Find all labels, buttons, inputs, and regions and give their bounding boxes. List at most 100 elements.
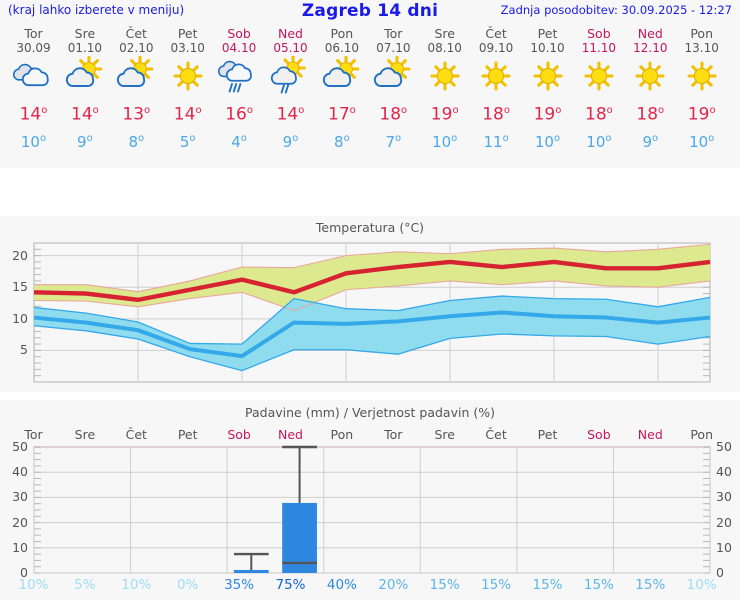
max-temperature: 13o [122,104,151,125]
precipitation-probability: 75% [275,577,306,593]
min-temperature: 9o [642,132,659,151]
day-name: Pon [330,26,354,41]
weather-icon-sunny [625,56,676,98]
section-divider-2 [0,392,740,400]
precip-day-label: Tor [384,427,403,442]
max-temperature: 14o [19,104,48,125]
min-temperature: 8o [128,132,145,151]
min-temperature: 7o [385,132,402,151]
max-temperature: 14o [276,104,305,125]
day-date: 04.10 [221,41,257,55]
temp-y-axis-label: 5 [20,342,28,358]
precipitation-probability: 20% [378,577,409,593]
temp-y-axis-label: 10 [12,310,28,326]
section-divider [0,168,740,216]
daily-forecast-strip: Tor 30.09 14o 10o Sre 01.10 14o 9o Čet 02.10 13… [0,26,740,168]
day-date: 13.10 [684,41,719,55]
precipitation-chart-section: Padavine (mm) / Verjetnost padavin (%) T… [0,400,740,600]
min-temperature: 5o [179,132,196,151]
precipitation-probability: 15% [583,577,614,593]
precipitation-probability: 5% [74,577,96,593]
day-column[interactable]: Ned 12.10 18o 9o [625,26,676,153]
day-column[interactable]: Pon 06.10 17o 8o [316,26,367,153]
precipitation-chart-plot [0,400,740,600]
day-column[interactable]: Tor 07.10 18o 7o [368,26,419,153]
precip-day-label: Sob [587,427,611,442]
min-temperature: 11o [483,132,509,151]
precipitation-probability: 40% [326,577,357,593]
day-column[interactable]: Ned 05.10 14o 9o [265,26,316,153]
precip-y-axis-label-right: 40 [716,464,732,480]
precip-day-label: Čet [125,427,147,442]
day-column[interactable]: Sob 04.10 16o 4o [214,26,265,153]
day-column[interactable]: Sre 08.10 19o 10o [419,26,470,153]
precipitation-svg [33,445,711,574]
precip-y-axis-label-left: 10 [12,539,28,555]
precipitation-probability: 10% [121,577,152,593]
day-name: Tor [384,26,403,41]
min-temperature: 8o [334,132,350,151]
location-hint: (kraj lahko izberete v meniju) [8,3,185,17]
day-name: Sob [587,26,611,41]
weather-icon-sunny [573,56,624,98]
precip-day-label: Sre [74,427,96,442]
precip-y-axis-label-left: 40 [12,464,28,480]
day-name: Sre [74,26,96,41]
precip-day-label: Pet [177,427,198,442]
max-temperature: 18o [482,104,510,125]
day-column[interactable]: Sob 11.10 18o 10o [573,26,624,153]
day-column[interactable]: Čet 02.10 13o 8o [111,26,162,153]
min-temperature: 10o [586,132,612,151]
max-temperature: 18o [585,104,613,125]
min-temperature: 10o [20,132,47,151]
day-column[interactable]: Sre 01.10 14o 9o [59,26,110,153]
precip-day-label: Sre [434,427,455,442]
min-temperature: 10o [689,132,715,151]
min-temperature: 10o [432,132,458,151]
precip-y-axis-label-left: 50 [12,439,28,454]
day-column[interactable]: Čet 09.10 18o 11o [471,26,522,153]
day-column[interactable]: Pon 13.10 19o 10o [676,26,727,153]
precipitation-probability: 15% [635,577,666,593]
min-temperature: 9o [282,132,299,151]
day-column[interactable]: Pet 03.10 14o 5o [162,26,213,153]
precip-y-axis-label-right: 20 [716,514,732,530]
day-date: 08.10 [427,41,462,55]
temperature-svg [33,242,711,383]
temp-y-axis-label: 15 [12,279,28,295]
precip-y-axis-label-right: 30 [716,489,732,505]
precipitation-probability: 10% [686,577,717,593]
precip-day-label: Ned [278,427,303,442]
last-update-text: Zadnja posodobitev: 30.09.2025 - 12:27 [500,3,732,17]
day-name: Pet [537,26,558,41]
temperature-chart-title: Temperatura (°C) [315,220,425,235]
day-name: Tor [24,26,43,41]
weather-icon-partly-sunny [111,56,162,98]
precip-day-label: Pet [537,427,558,442]
day-date: 10.10 [530,41,565,55]
day-date: 03.10 [170,41,205,55]
precipitation-probability: 15% [532,577,563,593]
day-date: 05.10 [273,41,308,55]
weather-icon-sun-rain [265,56,316,98]
precipitation-probability: 0% [176,577,199,593]
weather-icon-partly-sunny [59,56,110,98]
day-date: 01.10 [67,41,103,55]
day-date: 30.09 [16,41,51,55]
day-column[interactable]: Tor 30.09 14o 10o [8,26,59,153]
weather-icon-sunny [419,56,470,98]
max-temperature: 16o [225,104,253,125]
day-date: 06.10 [324,41,360,55]
day-column[interactable]: Pet 10.10 19o 10o [522,26,573,153]
min-temperature: 4o [231,132,247,151]
precipitation-probability: 15% [429,577,460,593]
page-header: (kraj lahko izberete v meniju) Zagreb 14… [0,0,740,24]
max-temperature: 14o [173,104,202,125]
weather-icon-sunny [522,56,573,98]
precip-day-label: Pon [330,427,354,442]
weather-icon-partly-sunny [316,56,367,98]
weather-icon-sunny [162,56,213,98]
temperature-chart-plot [0,216,740,392]
day-name: Ned [278,26,303,41]
day-name: Čet [485,26,507,41]
